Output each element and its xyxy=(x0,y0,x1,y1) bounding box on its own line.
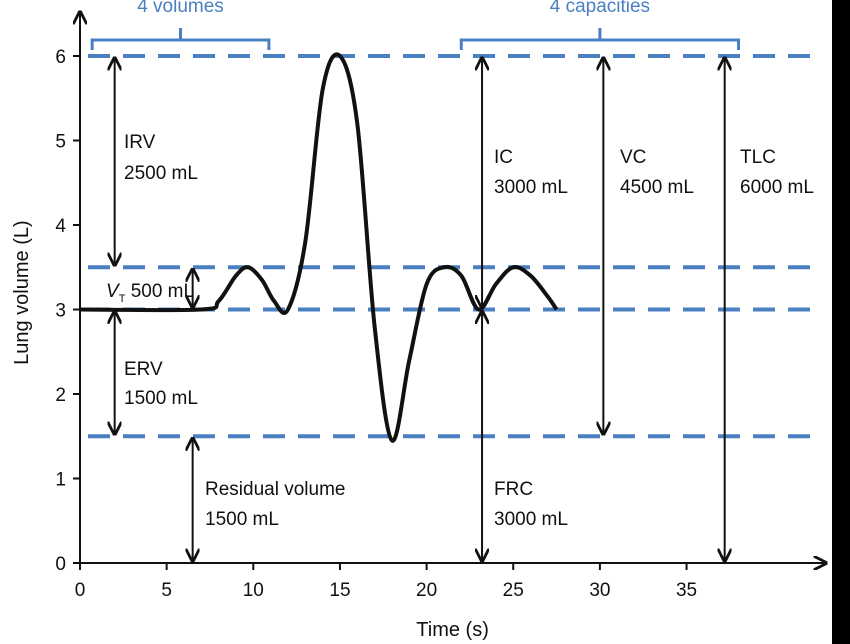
label-vt-value: 500 mL xyxy=(125,281,194,302)
x-tick-label-2: 10 xyxy=(243,580,264,601)
x-tick-label-4: 20 xyxy=(416,580,437,601)
x-tick-label-0: 0 xyxy=(75,580,86,601)
label-tlc-value: 6000 mL xyxy=(740,177,814,198)
x-tick-label-1: 5 xyxy=(161,580,172,601)
y-tick-label-4: 4 xyxy=(55,216,66,237)
label-vt-sub: T xyxy=(119,293,126,305)
x-tick-label-7: 35 xyxy=(676,580,697,601)
label-vc-name: VC xyxy=(620,147,646,168)
annotation-labels: IRV 2500 mL VT 500 mL ERV 1500 mL Residual vo… xyxy=(106,132,814,530)
label-rv-name: Residual volume xyxy=(205,479,345,500)
spirogram xyxy=(79,52,559,443)
label-vc-value: 4500 mL xyxy=(620,177,694,198)
annotation-arrows xyxy=(115,58,725,561)
label-erv-value: 1500 mL xyxy=(124,388,198,409)
label-ic-value: 3000 mL xyxy=(494,177,568,198)
label-frc-name: FRC xyxy=(494,479,533,500)
label-rv-value: 1500 mL xyxy=(205,509,279,530)
x-axis-title: Time (s) xyxy=(416,619,489,641)
x-tick-label-6: 30 xyxy=(589,580,610,601)
brace-label-1: 4 capacities xyxy=(550,0,650,17)
y-tick-label-1: 1 xyxy=(55,470,66,491)
reference-lines xyxy=(88,54,822,439)
brace-label-0: 4 volumes xyxy=(137,0,224,17)
y-tick-label-2: 2 xyxy=(55,385,66,406)
label-erv-name: ERV xyxy=(124,359,163,380)
brace-0 xyxy=(90,28,271,50)
label-vt: VT 500 mL xyxy=(106,281,194,305)
label-ic-name: IC xyxy=(494,147,513,168)
brace-1 xyxy=(459,28,741,50)
label-tlc-name: TLC xyxy=(740,147,776,168)
braces: 4 volumes 4 capacities xyxy=(90,0,741,50)
x-tick-label-5: 25 xyxy=(503,580,524,601)
label-frc-value: 3000 mL xyxy=(494,509,568,530)
y-tick-label-0: 0 xyxy=(55,554,66,575)
label-vt-v: V xyxy=(106,281,121,302)
x-tick-label-3: 15 xyxy=(329,580,350,601)
label-irv-value: 2500 mL xyxy=(124,163,198,184)
spirogram-curve xyxy=(79,52,559,443)
axes: 0 1 2 3 4 5 6 0 5 10 15 20 25 30 35 Time (s) Lung volume… xyxy=(11,12,826,641)
y-tick-label-6: 6 xyxy=(55,47,66,68)
y-axis-title: Lung volume (L) xyxy=(11,220,33,365)
y-tick-label-3: 3 xyxy=(55,301,66,322)
label-irv-name: IRV xyxy=(124,132,156,153)
y-tick-label-5: 5 xyxy=(55,132,66,153)
